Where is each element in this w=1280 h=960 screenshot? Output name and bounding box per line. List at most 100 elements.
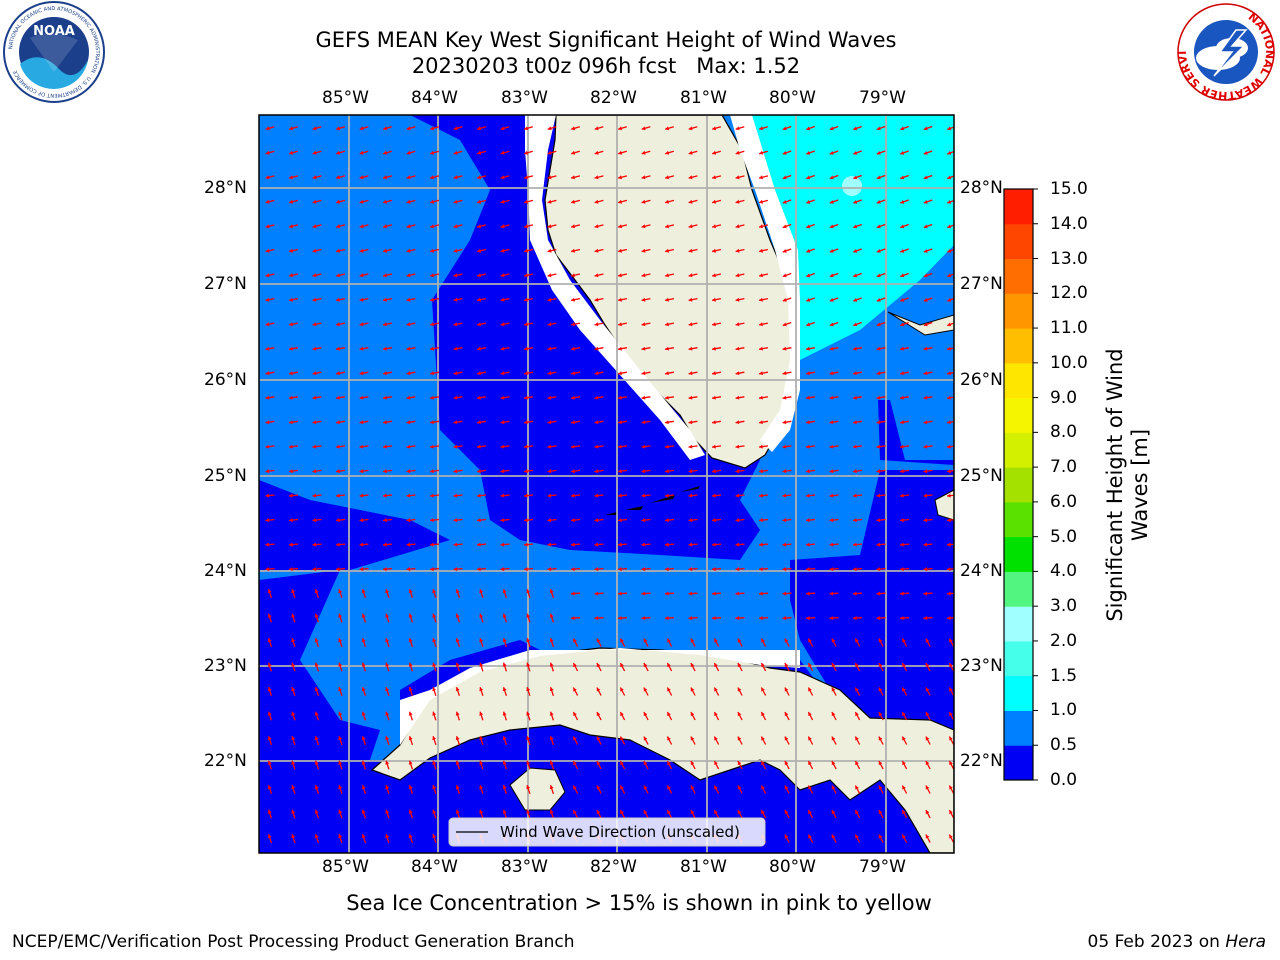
wave-arrow-head: [759, 444, 763, 449]
wave-arrow-head: [430, 322, 434, 327]
wave-arrow-head: [571, 567, 575, 572]
wave-arrow-head: [265, 175, 270, 180]
wave-arrow-head: [406, 248, 411, 253]
wave-arrow-head: [782, 591, 787, 596]
wave-arrow-head: [408, 785, 413, 790]
wave-arrow-head: [502, 809, 507, 814]
wave-arrow-head: [500, 322, 505, 327]
wave-arrow-head: [620, 687, 624, 692]
wave-arrow-head: [923, 493, 928, 498]
wave-arrow-head: [735, 126, 740, 131]
wave-arrow-head: [712, 322, 716, 327]
wave-arrow-head: [876, 542, 881, 547]
wave-arrow-head: [291, 711, 296, 716]
wave-arrow-head: [737, 761, 742, 766]
wave-arrow-head: [547, 322, 552, 327]
wave-arrow-head: [759, 126, 764, 131]
wave-arrow-head: [383, 371, 387, 376]
wave-arrow-head: [808, 663, 812, 668]
wave-arrow-head: [808, 687, 812, 692]
wave-arrow-head: [900, 273, 905, 278]
wave-arrow-head: [853, 395, 857, 400]
wave-arrow-head: [312, 346, 317, 351]
colorbar-tick-label: 9.0: [1050, 387, 1078, 408]
colorbar-title: Significant Height of Wind Waves [m]: [1103, 348, 1152, 622]
wave-arrow-head: [667, 785, 671, 790]
wave-arrow-head: [432, 687, 437, 692]
wave-arrow-head: [806, 126, 811, 131]
wave-arrow-head: [712, 395, 716, 400]
wave-arrow-head: [876, 591, 881, 596]
wave-arrow-head: [808, 638, 812, 643]
wave-arrow-head: [361, 638, 366, 643]
wave-arrow-head: [408, 760, 413, 765]
wave-arrow-head: [714, 638, 718, 643]
wave-arrow-head: [432, 589, 437, 594]
wave-arrow-head: [878, 712, 883, 717]
wave-arrow-head: [925, 736, 930, 741]
wave-arrow-head: [643, 687, 648, 692]
wave-arrow-head: [947, 493, 951, 498]
wave-arrow-head: [947, 469, 951, 474]
wave-arrow-head: [853, 542, 857, 547]
wave-arrow-head: [406, 567, 411, 572]
wave-arrow-head: [735, 469, 740, 474]
wave-arrow-head: [665, 150, 670, 155]
wave-arrow-head: [667, 810, 671, 815]
wave-arrow-head: [759, 371, 763, 376]
wave-arrow-head: [430, 444, 434, 449]
wave-arrow-head: [735, 175, 740, 180]
wave-arrow-head: [594, 567, 599, 572]
wave-arrow-head: [782, 518, 787, 523]
wave-arrow-head: [524, 322, 528, 327]
wave-arrow-head: [735, 518, 740, 523]
colorbar-segment: [1004, 640, 1033, 677]
wave-arrow-head: [782, 151, 787, 155]
wave-arrow-head: [876, 151, 881, 155]
wave-arrow-head: [453, 444, 458, 449]
wave-arrow-head: [947, 371, 951, 376]
wave-arrow-head: [925, 810, 930, 815]
wave-arrow-head: [759, 518, 763, 523]
wave-arrow-head: [477, 444, 481, 449]
wave-arrow-head: [782, 346, 787, 351]
wave-arrow-head: [524, 395, 528, 400]
wave-arrow-head: [500, 493, 505, 498]
wave-arrow-head: [947, 322, 952, 327]
wave-arrow-head: [618, 199, 622, 204]
wave-arrow-head: [408, 638, 413, 643]
wave-arrow-head: [336, 395, 340, 400]
wave-arrow-head: [573, 810, 577, 815]
wave-arrow-head: [383, 248, 387, 253]
wave-arrow-head: [500, 518, 505, 523]
wave-arrow-head: [524, 371, 528, 376]
legend-label: Wind Wave Direction (unscaled): [500, 823, 740, 841]
wave-arrow-head: [688, 616, 693, 621]
wave-arrow-head: [289, 371, 293, 376]
wave-arrow-head: [855, 638, 859, 643]
colorbar-segment: [1004, 571, 1033, 607]
wave-arrow-head: [594, 199, 599, 204]
wave-arrow-head: [876, 224, 881, 229]
wave-arrow-head: [524, 567, 528, 572]
wave-arrow-head: [406, 371, 411, 376]
wave-arrow-head: [267, 785, 272, 790]
lat-label-right: 26°N: [960, 370, 1003, 390]
wave-arrow-head: [265, 567, 270, 572]
wave-arrow-head: [594, 616, 599, 621]
wave-arrow-head: [618, 469, 622, 474]
colorbar-tick-label: 2.0: [1050, 630, 1078, 651]
wave-arrow-head: [336, 444, 340, 449]
wave-arrow-head: [385, 613, 390, 618]
wave-arrow-head: [784, 785, 789, 790]
wave-arrow-head: [829, 298, 834, 302]
wave-arrow-head: [502, 711, 507, 716]
wave-arrow-head: [784, 761, 789, 766]
wave-arrow-head: [500, 420, 505, 425]
lat-label-right: 24°N: [960, 561, 1003, 581]
wave-arrow-head: [571, 297, 575, 302]
wave-arrow-head: [430, 420, 434, 425]
wave-arrow-head: [712, 175, 716, 180]
wave-arrow-head: [479, 711, 484, 716]
